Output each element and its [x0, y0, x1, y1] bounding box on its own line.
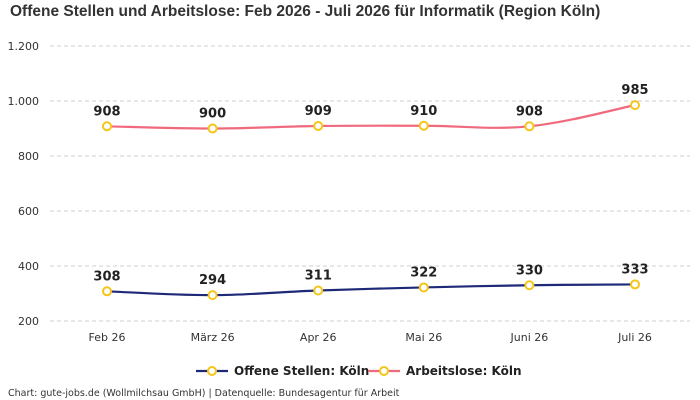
data-point	[524, 280, 535, 291]
data-point	[207, 290, 218, 301]
series-points	[102, 100, 640, 301]
x-tick-label: Juli 26	[617, 331, 652, 344]
data-point	[313, 285, 324, 296]
x-tick-label: Juni 26	[510, 331, 549, 344]
y-tick-label: 200	[18, 315, 39, 328]
x-axis-ticks: Feb 26 März 26 Apr 26 Mai 26 Juni 26 Juli 26	[89, 331, 652, 344]
y-tick-label: 600	[18, 205, 39, 218]
series-line	[106, 104, 636, 130]
data-label: 908	[516, 104, 543, 119]
data-label: 985	[621, 83, 648, 98]
legend-label: Arbeitslose: Köln	[406, 364, 522, 378]
data-labels: 308 294 311 322 330 333 908 900 909 910 908 985	[93, 83, 648, 288]
x-tick-label: Feb 26	[89, 331, 126, 344]
data-point	[524, 121, 535, 132]
series-lines	[106, 104, 636, 297]
y-tick-label: 1.200	[8, 40, 40, 53]
y-axis-ticks: 200 400 600 800 1.000 1.200	[8, 40, 40, 328]
data-label: 910	[410, 104, 437, 119]
y-tick-label: 1.000	[8, 95, 40, 108]
x-tick-label: Mai 26	[405, 331, 442, 344]
data-label: 330	[516, 263, 543, 278]
legend-label: Offene Stellen: Köln	[234, 364, 369, 378]
data-point	[418, 282, 429, 293]
data-label: 909	[305, 104, 332, 119]
data-point	[630, 100, 640, 111]
data-point	[207, 123, 218, 134]
y-tick-label: 800	[18, 150, 39, 163]
legend: Offene Stellen: Köln Arbeitslose: Köln	[196, 364, 522, 378]
legend-marker	[379, 366, 389, 376]
data-label: 294	[199, 273, 226, 288]
data-label: 900	[199, 107, 226, 122]
y-tick-label: 400	[18, 260, 39, 273]
data-label: 322	[410, 265, 437, 280]
x-tick-label: März 26	[191, 331, 235, 344]
data-point	[102, 121, 112, 132]
source-credit: Chart: gute-jobs.de (Wollmilchsau GmbH) …	[8, 388, 400, 399]
data-label: 333	[621, 262, 648, 277]
data-point	[102, 286, 112, 297]
data-point	[313, 121, 324, 132]
chart-title: Offene Stellen und Arbeitslose: Feb 2026…	[10, 3, 600, 20]
data-point	[418, 120, 429, 131]
data-point	[630, 279, 640, 290]
data-label: 308	[93, 269, 120, 284]
grid-layer	[50, 45, 690, 322]
x-tick-label: Apr 26	[300, 331, 337, 344]
data-label: 311	[305, 268, 332, 283]
legend-marker	[207, 366, 217, 376]
data-label: 908	[93, 104, 120, 119]
series-line	[106, 283, 636, 297]
